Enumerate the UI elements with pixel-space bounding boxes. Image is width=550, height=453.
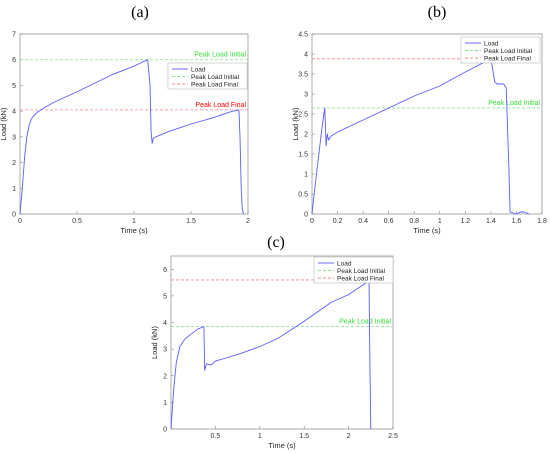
series-line-load [311,58,530,215]
x-tick-label: 1.5 [186,218,196,225]
plot-area [19,33,249,215]
x-tick-label: 0.6 [384,218,394,225]
series-line-load [170,279,372,430]
x-tick-label: 2 [347,433,351,440]
x-tick-label: 2.5 [388,433,398,440]
y-axis-label: Load (kN) [0,107,8,140]
y-tick-label: 1 [163,400,167,407]
x-tick-label: 1.6 [512,218,522,225]
legend-entry: Peak Load Final [191,81,239,88]
x-tick-label: 0 [18,218,22,225]
x-tick-label: 1.5 [299,433,309,440]
chart-panel-a: 0 0.5 1 1.5 2 0 1 2 3 4 5 6 7 Time (s) Load (kN) Peak L… [0,32,250,236]
y-tick-label: 7 [12,32,16,39]
y-tick-label: 1.5 [298,152,308,159]
chart-panel-c: 0.5 1 1.5 2 2.5 0 1 2 3 4 5 6 Time (s) Load (kN) Peak … [150,255,398,450]
y-tick-label: 1 [304,172,308,179]
x-tick-label: 1 [438,218,442,225]
annotation-peak-load-initial: Peak Load Initial [488,100,540,107]
plot-area [170,255,394,430]
y-tick-label: 4 [12,109,16,116]
x-axis-label: Time (s) [413,226,441,235]
y-tick-label: 4 [163,320,167,327]
x-tick-label: 0.8 [409,218,419,225]
annotation-peak-load-initial: Peak Load Initial [339,319,391,326]
x-tick-label: 1.8 [537,218,547,225]
series-line-load [19,59,244,215]
legend-entry: Load [191,66,206,73]
x-tick-label: 0.2 [333,218,343,225]
y-axis-label: Load (kN) [150,326,159,359]
y-tick-label: 3 [163,347,167,354]
y-tick-label: 0 [163,427,167,434]
y-tick-label: 5 [163,293,167,300]
panel-label-c: (c) [267,234,285,251]
legend-box [167,62,248,90]
panel-label-a: (a) [131,4,149,21]
legend-entry: Peak Load Final [484,55,532,62]
legend-box [313,256,394,284]
y-tick-label: 1 [12,186,16,193]
x-tick-label: 0.5 [72,218,82,225]
legend-entry: Load [337,260,352,267]
legend-entry: Peak Load Initial [191,74,240,81]
y-tick-label: 3 [304,92,308,99]
y-tick-label: 3.5 [298,72,308,79]
legend-entry: Load [484,40,499,47]
annotation-peak-load-initial: Peak Load Initial [194,52,246,59]
y-tick-label: 4.5 [298,32,308,39]
x-tick-label: 1.2 [460,218,470,225]
x-axis-label: Time (s) [268,441,296,450]
plot-area [311,33,543,215]
x-tick-label: 1.4 [486,218,496,225]
x-tick-label: 0 [310,218,314,225]
legend-entry: Peak Load Initial [484,48,533,55]
x-tick-label: 1 [132,218,136,225]
x-tick-label: 2 [246,218,250,225]
y-axis-label: Load (kN) [291,107,300,140]
legend-entry: Peak Load Final [337,275,385,282]
x-tick-label: 1 [258,433,262,440]
y-tick-label: 6 [12,57,16,64]
y-tick-label: 0 [304,212,308,219]
legend-entry: Peak Load Initial [337,268,386,275]
y-tick-label: 4 [304,52,308,59]
x-axis-label: Time (s) [120,226,148,235]
chart-panel-b: 0 0.2 0.4 0.6 0.8 1 1.2 1.4 1.6 1.8 0 0.5 1 1.5 2 2.5 3 3… [291,32,547,236]
legend-box [460,36,541,64]
x-tick-label: 0.5 [211,433,221,440]
y-tick-label: 0.5 [298,192,308,199]
y-tick-label: 2 [163,373,167,380]
y-tick-label: 0 [12,212,16,219]
panel-label-b: (b) [428,4,447,21]
y-tick-label: 3 [12,134,16,141]
y-tick-label: 2.5 [298,112,308,119]
y-tick-label: 5 [12,83,16,90]
y-tick-label: 2 [12,160,16,167]
x-tick-label: 0.4 [358,218,368,225]
y-tick-label: 6 [163,267,167,274]
annotation-peak-load-final: Peak Load Final [195,102,246,109]
y-tick-label: 2 [304,132,308,139]
